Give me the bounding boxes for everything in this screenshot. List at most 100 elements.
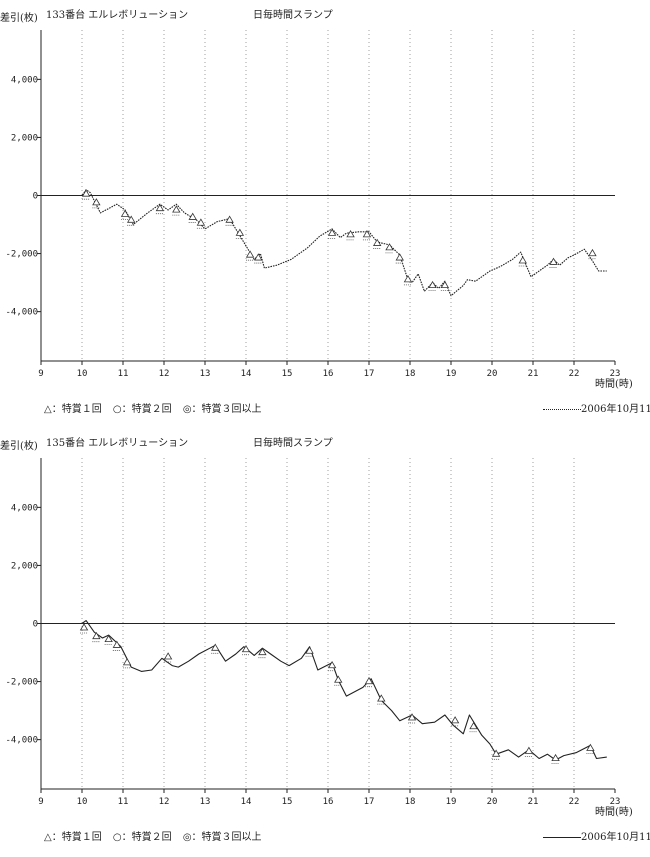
date-legend: 2006年10月11日 — [543, 404, 650, 416]
y-tick-label: 0 — [33, 620, 38, 630]
x-tick-label: 19 — [446, 797, 457, 807]
x-tick-label: 12 — [159, 369, 170, 379]
y-tick-label: 2,000 — [11, 133, 38, 143]
chart-date: 2006年10月11日 — [581, 832, 650, 843]
x-tick-label: 14 — [241, 369, 252, 379]
y-tick-label: -4,000 — [5, 308, 38, 318]
date-line-swatch — [543, 837, 581, 838]
event-marker-triangle — [254, 253, 263, 261]
event-marker-triangle — [362, 230, 372, 238]
slump-panel-135: 差引(枚) 135番台 エルレボリューション 日毎時間スランプ -4,000 -2… — [0, 428, 650, 856]
event-marker-triangle — [428, 280, 437, 289]
event-marker-triangle — [491, 749, 501, 757]
x-tick-label: 17 — [364, 369, 375, 379]
x-tick-label: 21 — [528, 797, 539, 807]
event-marker-triangle — [172, 205, 181, 213]
x-tick-label: 20 — [487, 369, 498, 379]
event-marker-triangle — [518, 256, 527, 264]
event-marker-triangle — [305, 646, 314, 654]
x-tick-label: 20 — [487, 797, 498, 807]
y-axis-label: 差引(枚) — [0, 441, 38, 452]
event-marker-triangle — [120, 209, 130, 217]
event-marker-triangle — [524, 746, 534, 754]
x-tick-label: 11 — [118, 369, 129, 379]
event-marker-triangle — [385, 243, 394, 251]
event-marker-triangle — [549, 257, 558, 265]
legend-item-2: ○：特賞２回 — [112, 404, 172, 415]
event-marker-triangle — [241, 644, 251, 653]
x-tick-label: 23 — [610, 369, 621, 379]
legend: △：特賞１回 ○：特賞２回 ◎：特賞３回以上 — [44, 832, 262, 844]
event-marker-triangle — [225, 215, 234, 223]
x-axis-label: 時間(時) — [595, 807, 633, 818]
y-tick-label: 0 — [33, 192, 38, 202]
x-tick-label: 10 — [77, 797, 88, 807]
event-marker-triangle — [377, 694, 386, 702]
event-marker-triangle — [92, 198, 101, 206]
event-marker-triangle — [245, 250, 255, 258]
legend: △：特賞１回 ○：特賞２回 ◎：特賞３回以上 — [44, 404, 262, 416]
slump-panel-133: 差引(枚) 133番台 エルレボリューション 日毎時間スランプ -4,000 -2… — [0, 0, 650, 428]
legend-item-2: ○：特賞２回 — [112, 832, 172, 843]
x-tick-label: 18 — [405, 797, 416, 807]
legend-item-1: △：特賞１回 — [44, 404, 102, 415]
legend-item-3: ◎：特賞３回以上 — [182, 404, 262, 415]
y-tick-label: -4,000 — [5, 736, 38, 746]
x-tick-label: 17 — [364, 797, 375, 807]
slump-chart: -4,000 -2,000 0 2,000 4,000 9 10 11 12 13 14 15 16 17… — [5, 30, 621, 379]
event-marker-triangle — [588, 248, 597, 257]
x-tick-label: 18 — [405, 369, 416, 379]
legend-item-3: ◎：特賞３回以上 — [182, 832, 262, 843]
event-marker-triangle — [92, 631, 101, 640]
event-marker-triangle — [235, 228, 245, 236]
slump-line — [41, 620, 607, 761]
event-marker-triangle — [373, 238, 382, 246]
event-marker-triangle — [155, 203, 165, 212]
x-axis-label: 時間(時) — [595, 379, 633, 390]
event-marker-triangle — [327, 660, 337, 669]
event-marker-triangle — [403, 275, 413, 283]
machine-name: 135番台 エルレボリューション — [46, 438, 189, 449]
x-tick-label: 11 — [118, 797, 129, 807]
y-tick-label: 4,000 — [11, 75, 38, 85]
x-tick-label: 9 — [38, 369, 43, 379]
event-marker-triangle — [163, 652, 173, 660]
y-tick-label: -2,000 — [5, 678, 38, 688]
event-marker-triangle — [334, 675, 343, 683]
event-marker-triangle — [551, 753, 560, 762]
event-marker-triangle — [112, 640, 122, 648]
x-tick-label: 22 — [569, 369, 580, 379]
machine-name: 133番台 エルレボリューション — [46, 10, 189, 21]
x-tick-label: 22 — [569, 797, 580, 807]
x-tick-label: 15 — [282, 369, 293, 379]
date-legend: 2006年10月11日 — [543, 832, 650, 844]
event-marker-triangle — [211, 643, 220, 651]
event-marker-triangle — [81, 189, 91, 197]
y-tick-label: 4,000 — [11, 503, 38, 513]
x-tick-label: 19 — [446, 369, 457, 379]
slump-chart: -4,000 -2,000 0 2,000 4,000 9 10 11 12 13 14 15 16 17… — [5, 458, 620, 807]
event-marker-triangle — [450, 716, 460, 724]
event-marker-triangle — [395, 253, 404, 261]
event-marker-triangle — [346, 230, 355, 238]
chart-title: 日毎時間スランプ — [253, 438, 333, 449]
x-tick-label: 21 — [528, 369, 539, 379]
x-tick-label: 16 — [323, 369, 334, 379]
event-marker-triangle — [327, 228, 337, 236]
event-marker-triangle — [469, 721, 478, 730]
x-tick-label: 13 — [200, 797, 211, 807]
y-axis-label: 差引(枚) — [0, 13, 38, 24]
x-tick-label: 12 — [159, 797, 170, 807]
event-marker-triangle — [364, 676, 374, 685]
chart-date: 2006年10月11日 — [581, 404, 650, 415]
y-tick-label: 2,000 — [11, 561, 38, 571]
event-marker-triangle — [440, 280, 450, 289]
event-marker-triangle — [407, 713, 417, 721]
x-tick-label: 15 — [282, 797, 293, 807]
event-marker-triangle — [196, 218, 206, 226]
event-marker-triangle — [79, 623, 89, 631]
event-marker-triangle — [188, 212, 197, 220]
x-tick-label: 14 — [241, 797, 252, 807]
event-marker-triangle — [586, 743, 595, 751]
legend-item-1: △：特賞１回 — [44, 832, 102, 843]
